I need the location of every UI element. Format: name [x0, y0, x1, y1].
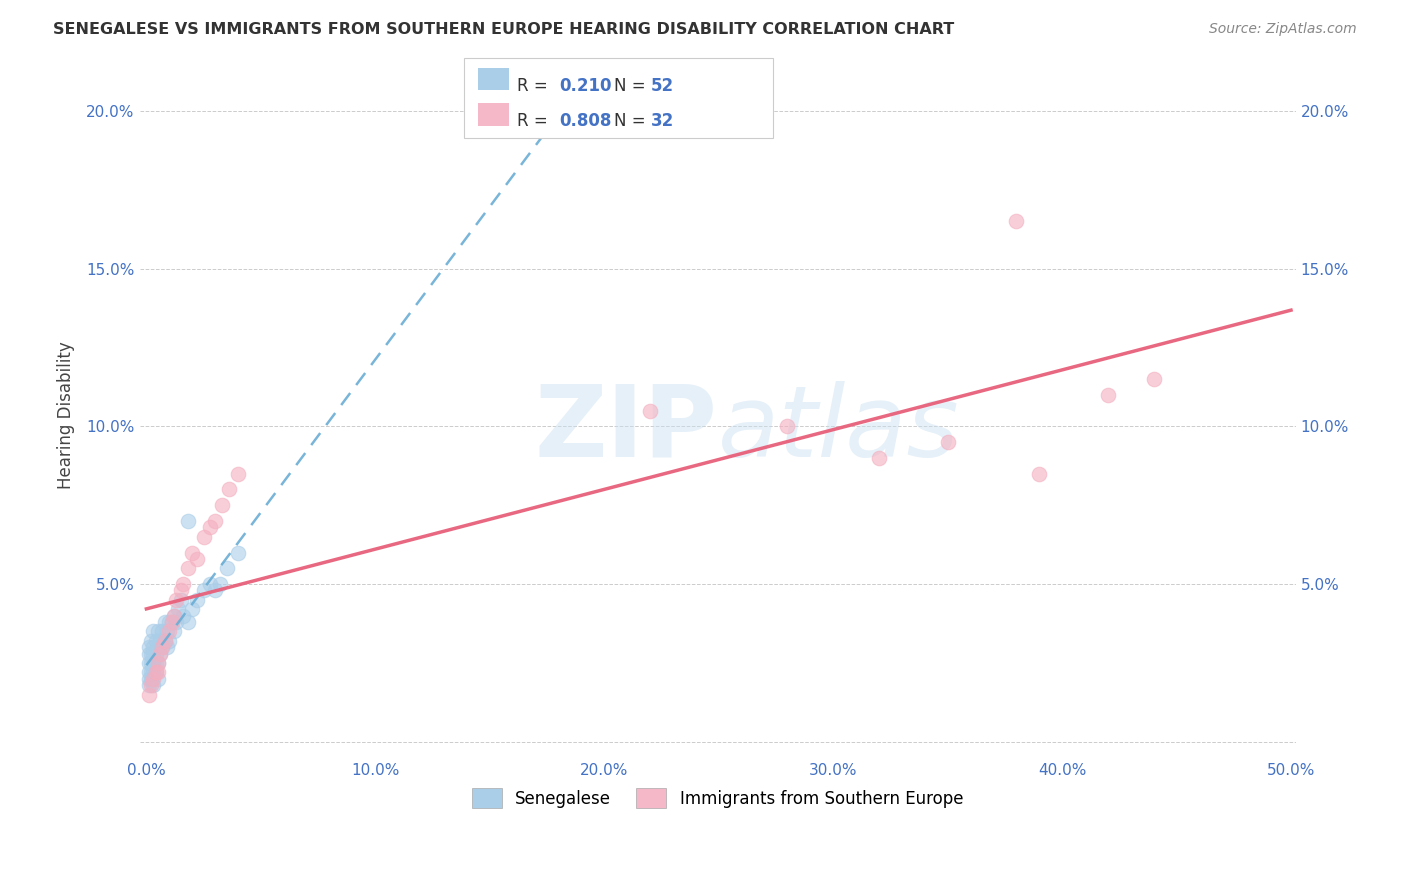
- Point: [156, 640, 179, 655]
- Point: [165, 615, 187, 629]
- Point: [172, 577, 194, 591]
- Point: [153, 615, 176, 629]
- Point: [181, 545, 204, 559]
- Point: [193, 530, 215, 544]
- Point: [1028, 467, 1050, 481]
- Point: [145, 665, 167, 680]
- Point: [152, 640, 174, 655]
- Point: [138, 678, 160, 692]
- Point: [160, 615, 183, 629]
- Point: [204, 583, 226, 598]
- Point: [146, 665, 169, 680]
- Point: [170, 593, 193, 607]
- Point: [149, 647, 172, 661]
- Point: [139, 665, 162, 680]
- Point: [172, 608, 194, 623]
- Point: [145, 665, 167, 680]
- Point: [149, 634, 172, 648]
- Point: [142, 640, 165, 655]
- Point: [157, 615, 180, 629]
- Point: [165, 593, 187, 607]
- Point: [139, 656, 162, 670]
- Point: [157, 634, 180, 648]
- Point: [139, 634, 162, 648]
- Point: [139, 647, 162, 661]
- Point: [146, 640, 169, 655]
- Point: [638, 403, 661, 417]
- Point: [152, 624, 174, 639]
- Point: [138, 656, 160, 670]
- Point: [145, 647, 167, 661]
- Point: [204, 514, 226, 528]
- Point: [1143, 372, 1166, 386]
- Point: [163, 608, 186, 623]
- Point: [176, 615, 198, 629]
- Point: [145, 634, 167, 648]
- Point: [153, 634, 176, 648]
- Text: 0.808: 0.808: [560, 112, 612, 130]
- Text: 52: 52: [651, 77, 673, 95]
- Point: [142, 678, 165, 692]
- Point: [142, 672, 165, 686]
- Point: [215, 561, 238, 575]
- Point: [139, 672, 162, 686]
- Point: [146, 624, 169, 639]
- Point: [193, 583, 215, 598]
- Point: [139, 678, 162, 692]
- Point: [138, 647, 160, 661]
- Point: [167, 602, 190, 616]
- Text: N =: N =: [614, 112, 651, 130]
- Point: [1005, 214, 1028, 228]
- Point: [149, 647, 172, 661]
- Point: [868, 450, 890, 465]
- Point: [176, 561, 198, 575]
- Point: [153, 634, 176, 648]
- Point: [142, 624, 165, 639]
- Point: [186, 552, 208, 566]
- Point: [146, 656, 169, 670]
- Point: [170, 583, 193, 598]
- Point: [181, 602, 204, 616]
- Point: [157, 624, 180, 639]
- Point: [142, 647, 165, 661]
- Point: [142, 665, 165, 680]
- Point: [138, 688, 160, 702]
- Point: [160, 615, 183, 629]
- Point: [1097, 388, 1119, 402]
- Point: [138, 640, 160, 655]
- Text: 0.210: 0.210: [560, 77, 612, 95]
- Text: ZIP: ZIP: [534, 381, 717, 477]
- Point: [186, 593, 208, 607]
- Text: N =: N =: [614, 77, 651, 95]
- Point: [156, 624, 179, 639]
- Point: [152, 640, 174, 655]
- Point: [138, 665, 160, 680]
- Point: [146, 672, 169, 686]
- Point: [145, 656, 167, 670]
- Point: [936, 435, 959, 450]
- Text: 32: 32: [651, 112, 675, 130]
- Legend: Senegalese, Immigrants from Southern Europe: Senegalese, Immigrants from Southern Eur…: [465, 781, 970, 814]
- Text: Source: ZipAtlas.com: Source: ZipAtlas.com: [1209, 22, 1357, 37]
- Text: R =: R =: [517, 112, 554, 130]
- Point: [163, 608, 186, 623]
- Point: [776, 419, 799, 434]
- Point: [208, 577, 231, 591]
- Point: [176, 514, 198, 528]
- Point: [218, 483, 240, 497]
- Point: [211, 498, 233, 512]
- Point: [163, 624, 186, 639]
- Y-axis label: Hearing Disability: Hearing Disability: [58, 342, 75, 489]
- Text: SENEGALESE VS IMMIGRANTS FROM SOUTHERN EUROPE HEARING DISABILITY CORRELATION CHA: SENEGALESE VS IMMIGRANTS FROM SOUTHERN E…: [53, 22, 955, 37]
- Point: [146, 656, 169, 670]
- Point: [138, 672, 160, 686]
- Point: [200, 520, 222, 534]
- Text: atlas: atlas: [717, 381, 959, 477]
- Point: [200, 577, 222, 591]
- Point: [226, 545, 249, 559]
- Text: R =: R =: [517, 77, 554, 95]
- Point: [142, 656, 165, 670]
- Point: [226, 467, 249, 481]
